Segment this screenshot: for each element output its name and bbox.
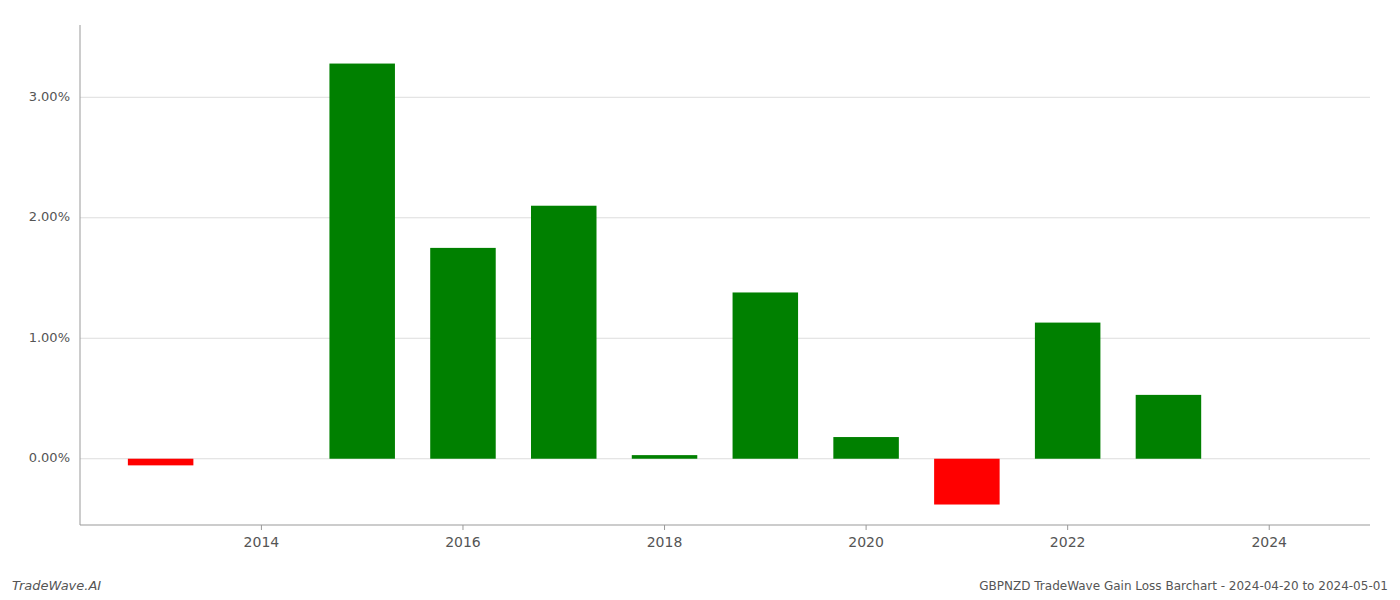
x-tick-label: 2020 [848,534,884,550]
bar [128,459,194,466]
x-tick-label: 2024 [1251,534,1287,550]
bar [531,206,597,459]
bar [632,455,698,459]
bar [1035,323,1101,459]
bar [733,292,799,458]
x-tick-label: 2014 [244,534,280,550]
y-grid [80,97,1370,458]
grid-line [80,97,1370,98]
x-tick [261,525,262,530]
bar [430,248,496,459]
title: GBPNZD TradeWave Gain Loss Barchart - 20… [979,579,1388,593]
y-tick-label: 3.00% [29,89,70,104]
background [0,0,1400,600]
x-tick [1269,525,1270,530]
y-tick-label: 1.00% [29,330,70,345]
grid-line [80,338,1370,339]
x-tick [866,525,867,530]
bar [329,64,395,459]
bar [833,437,899,459]
y-axis-line [80,25,81,525]
y-tick-label: 0.00% [29,450,70,465]
x-tick [664,525,665,530]
chart: 0.00% 1.00% 2.00% 3.00% 2014 2016 2018 2020 2022… [0,0,1400,600]
x-tick [462,525,463,530]
watermark: TradeWave.AI [12,578,101,593]
x-tick-label: 2018 [647,534,683,550]
y-tick-label: 2.00% [29,209,70,224]
bar [1136,395,1202,459]
grid-line [80,217,1370,218]
x-tick [1067,525,1068,530]
x-axis-line [80,525,1370,526]
chart-container: 0.00% 1.00% 2.00% 3.00% 2014 2016 2018 2020 2022… [0,0,1400,600]
bars [128,64,1201,505]
bar [934,459,1000,505]
x-tick-label: 2022 [1050,534,1086,550]
x-tick-label: 2016 [445,534,481,550]
